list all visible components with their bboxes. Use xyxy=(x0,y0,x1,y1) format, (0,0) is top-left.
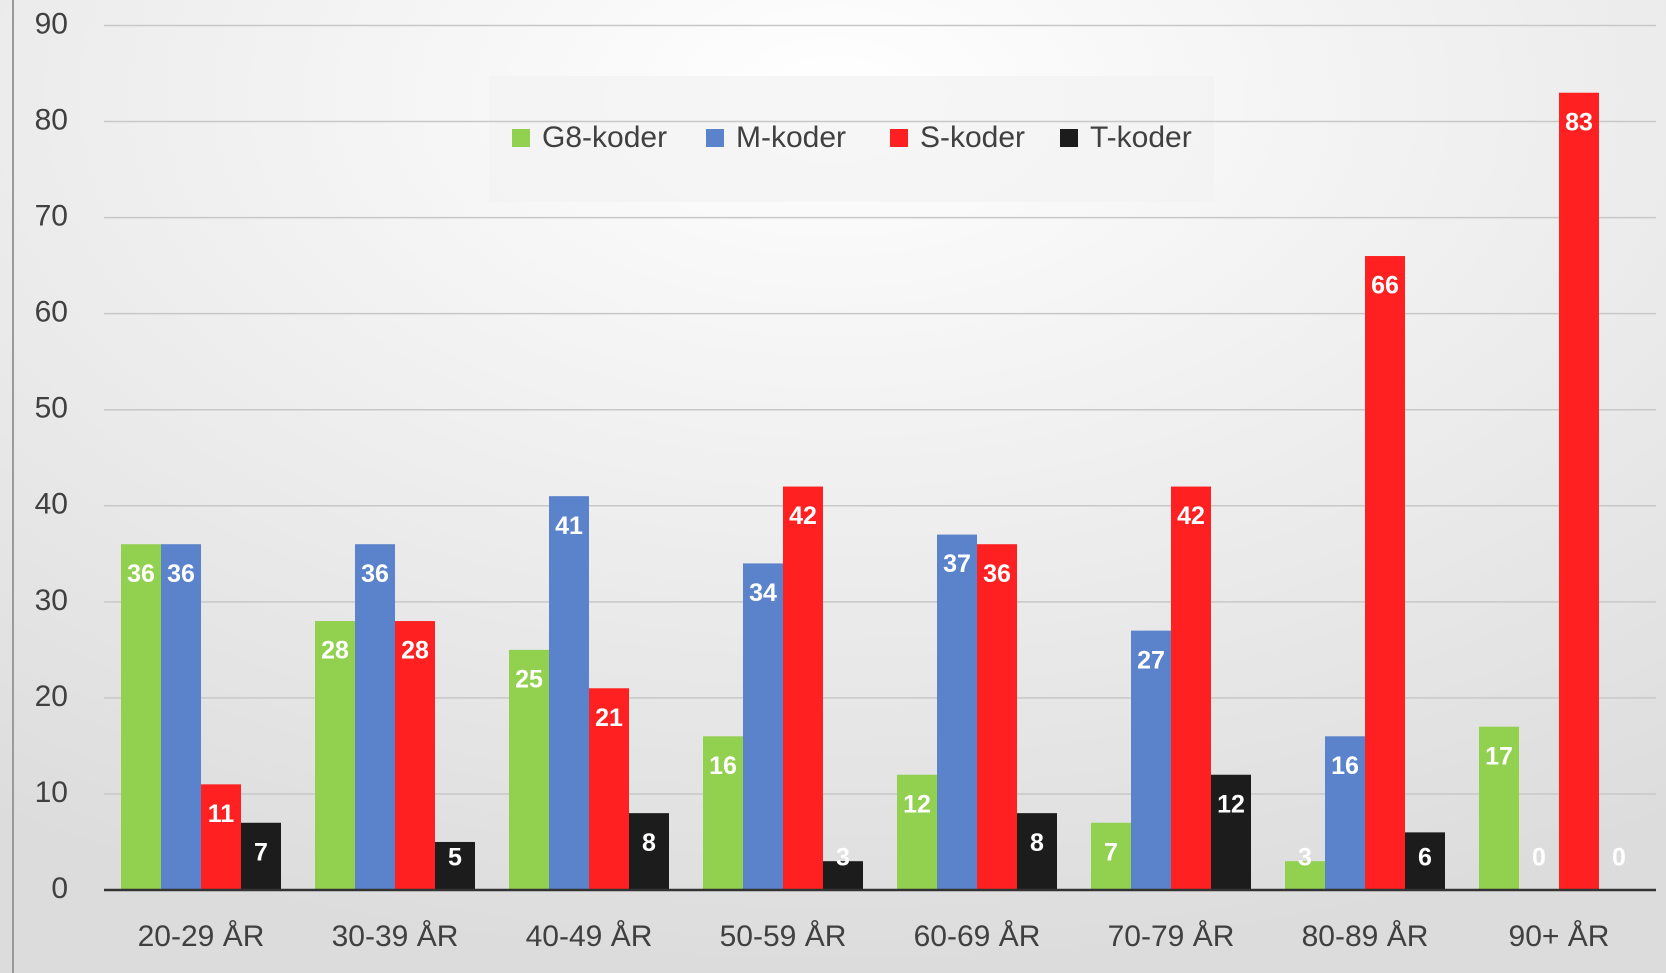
bar xyxy=(509,649,549,890)
x-tick-label: 60-69 ÅR xyxy=(914,920,1041,953)
x-tick-label: 70-79 ÅR xyxy=(1108,920,1235,953)
data-label: 11 xyxy=(208,800,235,828)
y-tick-label: 0 xyxy=(51,872,68,905)
data-label: 3 xyxy=(1298,844,1312,872)
x-tick-label: 40-49 ÅR xyxy=(526,920,653,953)
data-label: 8 xyxy=(1030,829,1044,857)
legend-label: M-koder xyxy=(736,121,846,154)
legend-label: S-koder xyxy=(920,121,1025,154)
bar xyxy=(1325,736,1365,890)
bar xyxy=(1171,486,1211,890)
data-label: 16 xyxy=(709,752,737,780)
bar xyxy=(1017,813,1057,890)
data-label: 16 xyxy=(1331,752,1359,780)
legend-label: T-koder xyxy=(1090,121,1192,154)
bar xyxy=(1091,822,1131,890)
data-label: 12 xyxy=(1217,790,1245,818)
x-tick-label: 30-39 ÅR xyxy=(332,920,459,953)
data-label: 12 xyxy=(903,790,931,818)
bar xyxy=(1131,630,1171,890)
bar xyxy=(241,822,281,890)
bar xyxy=(589,688,629,890)
bar xyxy=(201,784,241,890)
bar xyxy=(743,563,783,890)
data-label: 66 xyxy=(1371,272,1399,300)
data-label: 36 xyxy=(983,560,1011,588)
bar xyxy=(1285,861,1325,890)
data-label: 6 xyxy=(1418,844,1432,872)
data-label: 7 xyxy=(1104,838,1118,866)
data-label: 3 xyxy=(836,844,850,872)
y-tick-label: 90 xyxy=(35,7,68,40)
bar xyxy=(783,486,823,890)
data-label: 5 xyxy=(448,844,462,872)
data-label: 42 xyxy=(1177,502,1205,530)
x-tick-label: 80-89 ÅR xyxy=(1302,920,1429,953)
bar xyxy=(823,861,863,890)
y-tick-label: 80 xyxy=(35,103,68,136)
data-label: 37 xyxy=(943,550,971,578)
data-label: 36 xyxy=(361,560,389,588)
bar xyxy=(629,813,669,890)
x-tick-label: 20-29 ÅR xyxy=(138,920,265,953)
legend-swatch xyxy=(512,129,530,147)
data-label: 34 xyxy=(749,579,777,607)
data-label: 8 xyxy=(642,829,656,857)
y-tick-label: 70 xyxy=(35,200,68,233)
bar xyxy=(1405,832,1445,890)
bar xyxy=(1479,726,1519,890)
data-label: 0 xyxy=(1612,844,1626,872)
data-label: 42 xyxy=(789,502,817,530)
data-label: 17 xyxy=(1485,742,1513,770)
legend-swatch xyxy=(890,129,908,147)
x-tick-label: 90+ ÅR xyxy=(1509,920,1610,953)
bar xyxy=(549,496,589,890)
data-label: 28 xyxy=(401,637,429,665)
data-label: 27 xyxy=(1137,646,1165,674)
bar xyxy=(1559,92,1599,890)
legend-swatch xyxy=(706,129,724,147)
y-tick-label: 40 xyxy=(35,488,68,521)
x-tick-label: 50-59 ÅR xyxy=(720,920,847,953)
data-label: 7 xyxy=(254,838,268,866)
bar xyxy=(977,544,1017,890)
data-label: 36 xyxy=(127,560,155,588)
data-label: 83 xyxy=(1565,108,1593,136)
data-label: 28 xyxy=(321,637,349,665)
y-tick-label: 50 xyxy=(35,392,68,425)
y-tick-label: 10 xyxy=(35,776,68,809)
bar xyxy=(1211,774,1251,890)
bar xyxy=(937,534,977,890)
data-label: 0 xyxy=(1532,844,1546,872)
data-label: 21 xyxy=(595,704,623,732)
y-tick-label: 60 xyxy=(35,296,68,329)
bar xyxy=(395,621,435,890)
y-tick-label: 30 xyxy=(35,584,68,617)
y-tick-label: 20 xyxy=(35,680,68,713)
legend-box xyxy=(489,76,1214,202)
data-label: 36 xyxy=(167,560,195,588)
bar xyxy=(161,544,201,890)
bar xyxy=(897,774,937,890)
bar xyxy=(315,621,355,890)
legend-swatch xyxy=(1060,129,1078,147)
bar xyxy=(1365,256,1405,890)
bar xyxy=(435,841,475,890)
bar xyxy=(121,544,161,890)
data-label: 25 xyxy=(515,665,543,693)
bar xyxy=(355,544,395,890)
bar xyxy=(703,736,743,890)
data-label: 41 xyxy=(555,512,583,540)
legend-label: G8-koder xyxy=(542,121,667,154)
